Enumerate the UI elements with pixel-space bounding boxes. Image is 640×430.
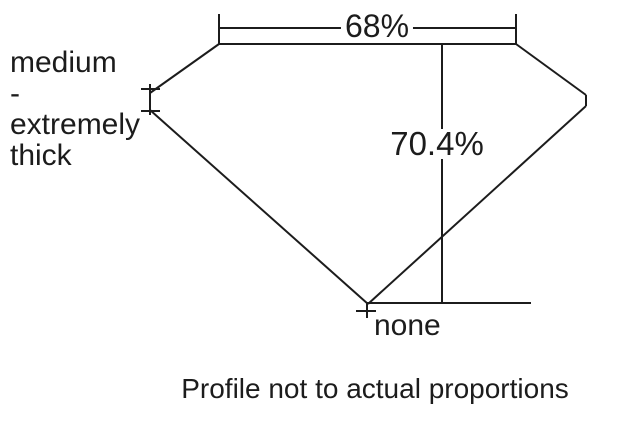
culet-label: none <box>374 309 441 342</box>
girdle-label-line: extremely <box>10 108 141 141</box>
girdle-thickness-label: medium - extremely thick <box>10 47 140 171</box>
table-percentage-label: 68% <box>340 10 414 42</box>
girdle-label-line: medium <box>10 46 117 79</box>
crown-left-line <box>149 43 220 94</box>
depth-percentage-label: 70.4% <box>387 127 487 160</box>
girdle-label-line: - <box>10 77 20 110</box>
crown-right-line <box>515 43 587 96</box>
pavilion-right-line <box>367 105 587 305</box>
girdle-label-line: thick <box>10 139 72 172</box>
proportions-note: Profile not to actual proportions <box>181 373 569 404</box>
pavilion-left-line <box>149 109 369 305</box>
